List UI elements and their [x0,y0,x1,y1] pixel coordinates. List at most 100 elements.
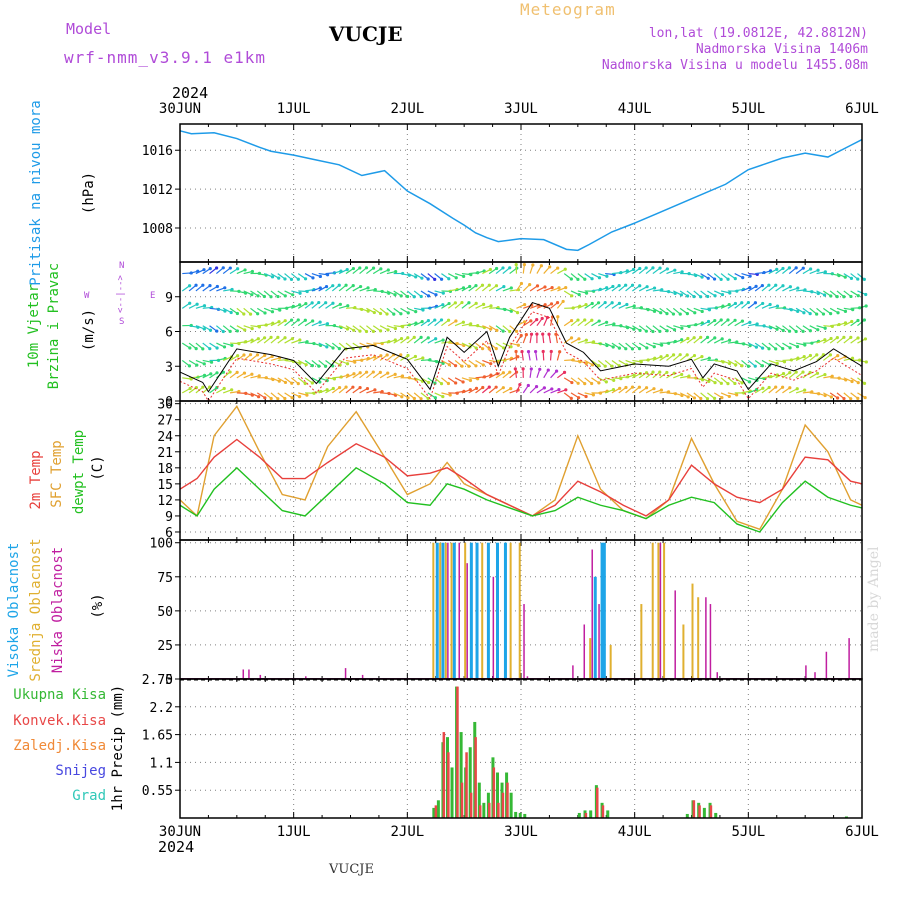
wind-arrow-head [325,345,329,349]
wind-arrow-head [201,347,205,351]
wind-arrow-head [630,283,635,287]
wind-arrow-head [746,300,751,305]
wind-arrow-head [815,353,819,357]
precip-total-bar [450,767,454,818]
cloud-low-bar [583,624,586,679]
wind-arrow-head [801,266,805,270]
wind-arrow-head [775,304,780,308]
wind-arrow-head [768,302,772,307]
wind-arrow-head [201,385,205,389]
wind-legend-south: S [119,317,124,327]
wind-arrow-head [850,319,854,324]
wind-arrow-head [549,349,553,354]
wind-arrow-head [461,286,466,290]
precip-panel [175,678,863,818]
wind-arrow-head [863,395,867,400]
wind-arrow-head [441,303,445,307]
wind-arrow-head [823,372,827,377]
cloud-low-bar [361,674,364,679]
wind-arrow-head [195,363,199,367]
wind-arrow-head [712,396,717,400]
wind-arrow-head [462,274,466,278]
wind-arrow-head [706,276,710,280]
wind-arrow-head [468,284,472,289]
wind-arrow-head [864,360,868,364]
cloud-low-bar [598,604,600,679]
wind-arrow-head [554,369,559,373]
precip-total-bar [685,813,689,818]
wind-arrow-head [658,266,662,270]
wind-arrow-head [439,382,444,386]
pressure-ytick-label: 1008 [142,222,173,237]
wind-arrow-head [378,370,382,374]
wind-arrow-head [788,371,792,375]
wind-arrow-head [215,346,219,350]
wind-arrow-head [325,388,329,392]
wind-arrow-head [526,383,530,388]
wind-arrow-head [518,382,522,387]
precip-total-bar [606,810,610,818]
wind-arrow-head [269,396,273,401]
wind-arrow-head [823,326,827,330]
wind-arrow-head [385,353,389,357]
wind-arrow-head [583,277,587,281]
wind-arrow-head [557,286,561,290]
wind-arrow-head [795,345,800,349]
wind-arrow-head [494,385,498,389]
wind-arrow-head [569,396,573,400]
wind-arrow-head [419,294,423,299]
wind-arrow-head [617,301,622,305]
wind-arrow-head [296,277,300,281]
wind-arrow-head [269,335,273,339]
wind-arrow-head [822,293,827,297]
wind-arrow-head [433,318,437,322]
wind-arrow-head [208,284,212,288]
wind-arrow-head [338,363,342,367]
wind-arrow-head [522,263,526,267]
wind-arrow-head [569,318,574,323]
precip-conv-bar [501,792,505,818]
wind-arrow-head [610,301,614,305]
cloud-high-bar [452,542,456,679]
wind-arrow-head [467,301,471,305]
wind-arrow-head [514,349,518,354]
wind-arrow-head [331,301,335,305]
wind-arrow-head [331,346,335,350]
wind-arrow-head [747,380,752,384]
wind-arrow-head [612,322,616,326]
temperature-ytick-label: 15 [157,478,173,493]
wind-arrow-head [400,395,404,399]
wind-arrow-head [590,363,595,367]
wind-arrow-head [526,349,531,354]
wind-arrow-head [414,310,418,314]
cloud-mid-bar [682,624,685,679]
wind-arrow-head [290,381,294,385]
wind-arrow-head [202,327,206,331]
wind-arrow-head [700,275,704,279]
wind-arrow-head [659,355,663,359]
wind-arrow-head [862,381,867,385]
x-tick-label-top: 30JUN [159,101,201,117]
wind-arrow-head [726,318,730,322]
dewpt-line [179,466,863,533]
wind-arrow-head [434,293,438,297]
wind-arrow-head [862,277,866,281]
temperature-ytick-label: 6 [165,526,173,541]
wind-arrow-head [337,385,342,390]
wind-arrow-head [420,276,424,280]
wind-arrow-head [624,347,628,351]
wind-arrow-head [270,275,275,279]
wind-arrow-head [856,381,860,385]
x-tick-label-top: 5JUL [731,101,765,117]
precip-total-bar [518,812,522,818]
wind-arrow-head [719,318,723,322]
cloud-mid-bar [640,604,643,679]
wind-arrow-head [733,381,737,386]
wind-arrow-head [221,370,225,374]
wind-arrow-head [352,372,356,376]
year-top: 2024 [172,84,209,102]
wind-ytick-label: 3 [165,360,173,375]
wind-arrow-head [719,277,723,281]
wind-arrow-head [237,389,241,394]
wind-arrow-head [611,387,616,392]
